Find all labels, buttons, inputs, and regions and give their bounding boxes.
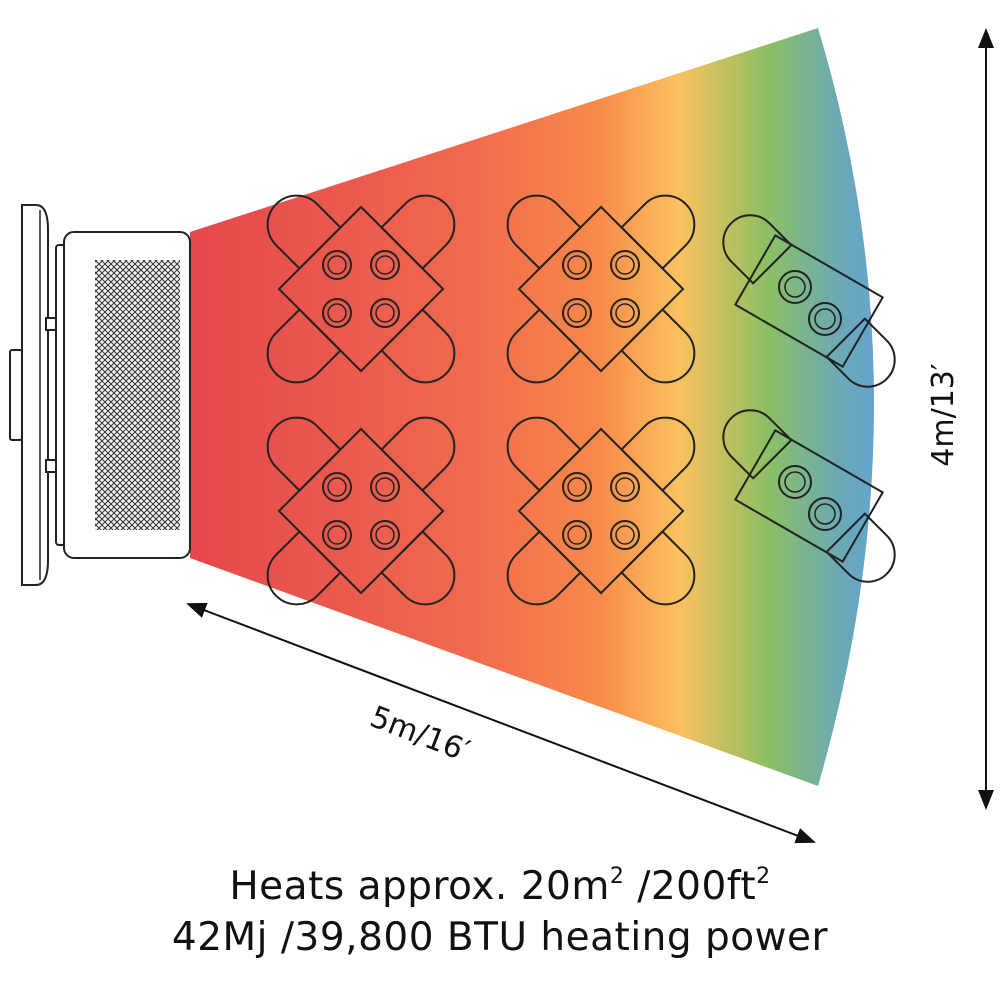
chair-icon [380,194,456,270]
chair-icon [506,194,582,270]
plate-icon [562,472,592,502]
chair-icon [506,416,582,492]
chair-icon [620,194,696,270]
chair-icon [620,308,696,384]
plate-icon [814,503,836,525]
four-seat-table-icon [506,194,696,384]
chair-icon [266,194,342,270]
two-seat-table-icon [722,214,896,388]
plate-icon [615,255,635,275]
superscript-2: 2 [756,864,771,889]
plate-icon [562,520,592,550]
plate-icon [322,520,352,550]
plate-icon [562,298,592,328]
plate-icon [567,477,587,497]
four-seat-table-icon [506,416,696,606]
plate-icon [814,308,836,330]
plate-icon [327,255,347,275]
four-seat-table-icon [266,416,456,606]
chair-icon [825,512,896,583]
table-top [277,205,445,373]
plate-icon [610,472,640,502]
plate-icon [567,525,587,545]
coverage-area-ft-text: /200ft [624,864,757,909]
table-top [733,428,885,564]
superscript-2: 2 [609,864,625,889]
plate-icon [615,303,635,323]
chair-icon [380,308,456,384]
width-label: 4m/13′ [926,363,961,467]
two-seat-table-icon [722,409,896,583]
plate-icon [327,477,347,497]
table-top [733,233,885,369]
depth-label: 5m/16′ [365,700,474,770]
chair-icon [266,308,342,384]
patio-heater-icon [9,204,191,586]
tables-layer [266,194,896,606]
chair-icon [380,530,456,606]
chair-icon [620,416,696,492]
plate-icon [610,250,640,280]
plate-icon [322,250,352,280]
plate-icon [370,298,400,328]
plate-icon [375,477,395,497]
plate-icon [327,525,347,545]
four-seat-table-icon [266,194,456,384]
plate-icon [615,525,635,545]
table-top [277,427,445,595]
plate-icon [610,298,640,328]
plate-icon [562,250,592,280]
plate-icon [322,472,352,502]
chair-icon [380,416,456,492]
chair-icon [825,317,896,388]
plate-icon [808,302,842,336]
plate-icon [615,477,635,497]
chair-icon [506,530,582,606]
chair-icon [722,214,793,285]
chair-icon [266,530,342,606]
plate-icon [370,250,400,280]
table-top [517,205,685,373]
plate-icon [567,303,587,323]
plate-icon [322,298,352,328]
plate-icon [327,303,347,323]
plate-icon [784,471,806,493]
chair-icon [506,308,582,384]
plate-icon [375,525,395,545]
chair-icon [722,409,793,480]
depth-dimension-arrow [186,602,816,844]
plate-icon [808,497,842,531]
coverage-area-text: Heats approx. 20m [229,864,610,909]
plate-icon [778,465,812,499]
heating-power-caption: 42Mj /39,800 BTU heating power [171,915,829,960]
heat-zone [190,28,874,786]
plate-icon [784,276,806,298]
table-top [517,427,685,595]
plate-icon [370,472,400,502]
plate-icon [610,520,640,550]
plate-icon [370,520,400,550]
chair-icon [620,530,696,606]
chair-icon [266,416,342,492]
plate-icon [375,255,395,275]
plate-icon [375,303,395,323]
coverage-caption: Heats approx. 20m2 /200ft2 [0,864,1000,909]
plate-icon [778,270,812,304]
plate-icon [567,255,587,275]
